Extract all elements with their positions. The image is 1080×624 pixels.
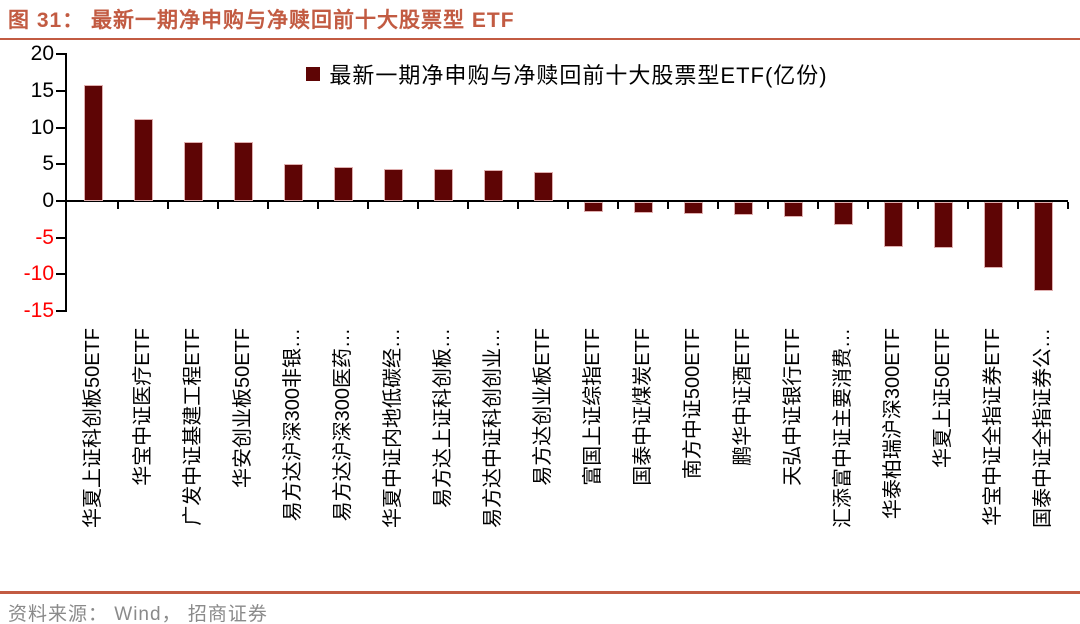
x-axis-tick	[467, 202, 469, 209]
x-axis-tick	[1067, 202, 1069, 209]
bar	[383, 168, 403, 201]
x-category-label: 华宝中证医疗ETF	[131, 328, 154, 486]
x-axis-tick	[767, 202, 769, 209]
footer-divider	[0, 591, 1080, 594]
bar	[633, 202, 653, 213]
y-axis-tick	[56, 200, 65, 202]
x-axis-tick	[917, 202, 919, 209]
x-category-label: 易方达上证科创板…	[431, 328, 454, 508]
x-axis-tick	[867, 202, 869, 209]
x-axis-tick	[1017, 202, 1019, 209]
x-category-label: 易方达创业板ETF	[531, 328, 554, 486]
x-axis-line	[65, 200, 1068, 202]
x-axis-tick	[567, 202, 569, 209]
x-category-label: 华安创业板50ETF	[231, 328, 254, 489]
bar	[183, 141, 203, 201]
x-category-label: 华夏上证50ETF	[931, 328, 954, 469]
x-axis-tick	[517, 202, 519, 209]
x-category-label: 广发中证基建工程ETF	[181, 328, 204, 526]
bar	[983, 202, 1003, 268]
x-category-label: 鹏华中证酒ETF	[731, 328, 754, 466]
y-axis-tick	[56, 90, 65, 93]
x-axis-tick	[717, 202, 719, 209]
legend-square-icon	[306, 67, 321, 81]
y-axis-tick	[56, 236, 65, 239]
x-axis-tick	[217, 202, 219, 209]
x-category-label: 国泰中证全指证券公…	[1031, 328, 1054, 528]
x-category-label: 易方达沪深300非银…	[281, 328, 304, 522]
title-divider	[0, 38, 1080, 40]
bar	[433, 169, 453, 201]
bar	[733, 202, 753, 216]
bar	[683, 202, 703, 214]
x-category-label: 富国上证综指ETF	[581, 328, 604, 486]
y-axis-tick	[56, 163, 65, 166]
bar	[883, 202, 903, 247]
source-note: 资料来源： Wind， 招商证券	[8, 604, 268, 624]
bar	[283, 164, 303, 201]
x-axis-tick	[817, 202, 819, 209]
bar	[933, 202, 953, 249]
legend-label: 最新一期净申购与净赎回前十大股票型ETF(亿份)	[329, 63, 828, 88]
x-category-label: 易方达中证科创创业…	[481, 328, 504, 528]
x-category-label: 华宝中证全指证券ETF	[981, 328, 1004, 526]
y-axis-tick	[56, 309, 65, 312]
y-axis-tick	[56, 273, 65, 276]
x-category-label: 汇添富中证主要消费…	[831, 328, 854, 528]
bar	[833, 202, 853, 226]
y-axis-label: 10	[30, 115, 54, 139]
y-axis-label: 5	[42, 152, 54, 176]
x-axis-tick	[967, 202, 969, 209]
bar	[333, 166, 353, 201]
bar	[533, 172, 553, 201]
y-axis-tick	[56, 126, 65, 129]
bar	[233, 142, 253, 201]
y-axis-label: -15	[23, 298, 54, 322]
x-axis-tick	[267, 202, 269, 209]
bar	[583, 202, 603, 212]
x-category-label: 南方中证500ETF	[681, 328, 704, 480]
chart-legend: 最新一期净申购与净赎回前十大股票型ETF(亿份)	[66, 60, 1068, 88]
y-axis-tick	[56, 53, 65, 56]
bar	[483, 170, 503, 201]
y-axis-line	[65, 53, 67, 312]
x-axis-tick	[317, 202, 319, 209]
x-axis-tick	[167, 202, 169, 209]
y-axis-label: 15	[30, 79, 54, 103]
bar	[1033, 202, 1053, 291]
x-axis-tick	[117, 202, 119, 209]
y-axis-label: 20	[30, 42, 54, 66]
x-category-label: 华泰柏瑞沪深300ETF	[881, 328, 904, 520]
y-axis-label: 0	[42, 189, 54, 212]
x-category-label: 易方达沪深300医药…	[331, 328, 354, 522]
x-category-label: 国泰中证煤炭ETF	[631, 328, 654, 486]
x-axis-tick	[417, 202, 419, 209]
bar	[783, 202, 803, 217]
x-category-label: 华夏上证科创板50ETF	[81, 328, 104, 529]
y-axis-label: -5	[35, 225, 54, 249]
bar	[133, 118, 153, 201]
x-category-label: 华夏中证内地低碳经…	[381, 328, 404, 528]
x-axis-tick	[617, 202, 619, 209]
x-category-label: 天弘中证银行ETF	[781, 328, 804, 486]
bar	[83, 85, 103, 201]
x-axis-tick	[667, 202, 669, 209]
figure-title: 图 31： 最新一期净申购与净赎回前十大股票型 ETF	[8, 9, 515, 32]
x-axis-tick	[367, 202, 369, 209]
y-axis-label: -10	[23, 262, 54, 286]
